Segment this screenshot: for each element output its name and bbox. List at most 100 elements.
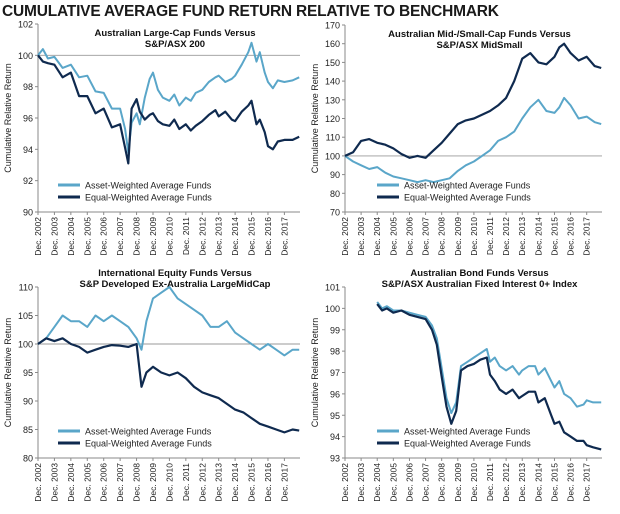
x-tick-label: Dec. 2006: [99, 463, 109, 502]
x-tick-label: Dec. 2012: [501, 217, 511, 256]
x-tick-label: Dec. 2012: [197, 217, 207, 256]
x-tick-label: Dec. 2014: [533, 463, 543, 502]
x-tick-label: Dec. 2003: [356, 217, 366, 256]
x-tick-label: Dec. 2004: [66, 217, 76, 256]
y-tick-label: 110: [19, 283, 33, 293]
x-tick-label: Dec. 2014: [533, 217, 543, 256]
y-tick-label: 96: [330, 389, 340, 399]
y-tick-label: 90: [330, 170, 340, 180]
x-tick-label: Dec. 2012: [197, 463, 207, 502]
x-tick-label: Dec. 2017: [582, 463, 592, 502]
legend-label: Equal-Weighted Average Funds: [85, 193, 212, 203]
y-tick-label: 85: [23, 425, 33, 435]
y-tick-label: 100: [18, 340, 33, 350]
legend-label: Asset-Weighted Average Funds: [404, 427, 531, 437]
x-tick-label: Dec. 2015: [549, 217, 559, 256]
chart-title-line: S&P/ASX Australian Fixed Interest 0+ Ind…: [382, 279, 578, 290]
y-tick-label: 95: [330, 411, 340, 421]
x-tick-label: Dec. 2009: [453, 217, 463, 256]
x-tick-label: Dec. 2007: [115, 217, 125, 256]
y-tick-label: 110: [326, 133, 340, 143]
series-line-asset-weighted: [376, 301, 602, 415]
y-tick-label: 100: [18, 51, 33, 61]
y-tick-label: 120: [325, 114, 340, 124]
x-tick-label: Dec. 2011: [181, 463, 191, 501]
y-tick-label: 80: [23, 454, 33, 464]
y-axis-title: Cumulative Relative Return: [3, 63, 13, 173]
x-tick-label: Dec. 2011: [485, 463, 495, 501]
series-line-asset-weighted: [344, 96, 602, 184]
chart-title-line: S&P Developed Ex-Australia LargeMidCap: [80, 279, 271, 290]
x-tick-label: Dec. 2013: [214, 463, 224, 502]
x-tick-label: Dec. 2003: [49, 217, 59, 256]
y-tick-label: 98: [330, 347, 340, 357]
x-tick-label: Dec. 2002: [340, 217, 350, 256]
x-tick-label: Dec. 2012: [501, 463, 511, 502]
x-tick-label: Dec. 2005: [388, 217, 398, 256]
x-tick-label: Dec. 2004: [372, 463, 382, 502]
y-tick-label: 105: [18, 311, 33, 321]
y-tick-label: 95: [23, 368, 33, 378]
chart-title-line: Australian Bond Funds Versus: [410, 268, 548, 279]
x-tick-label: Dec. 2017: [582, 217, 592, 256]
chart-title-line: International Equity Funds Versus: [98, 268, 252, 279]
x-tick-label: Dec. 2004: [372, 217, 382, 256]
x-tick-label: Dec. 2013: [214, 217, 224, 256]
y-tick-label: 92: [23, 176, 33, 186]
series-line-equal-weighted: [37, 337, 300, 434]
y-axis-title: Cumulative Relative Return: [3, 318, 13, 428]
x-tick-label: Dec. 2003: [356, 463, 366, 502]
chart-panel-1: Australian Large-Cap Funds VersusS&P/ASX…: [3, 20, 300, 256]
y-tick-label: 100: [325, 304, 340, 314]
y-tick-label: 94: [23, 145, 33, 155]
y-tick-label: 99: [330, 325, 340, 335]
x-tick-label: Dec. 2005: [388, 463, 398, 502]
x-tick-label: Dec. 2017: [279, 463, 289, 502]
x-tick-label: Dec. 2016: [263, 217, 273, 256]
y-tick-label: 80: [330, 189, 340, 199]
y-axis-title: Cumulative Relative Return: [310, 64, 320, 174]
x-tick-label: Dec. 2013: [517, 463, 527, 502]
x-tick-label: Dec. 2006: [404, 217, 414, 256]
x-tick-label: Dec. 2005: [82, 217, 92, 256]
x-tick-label: Dec. 2008: [437, 463, 447, 502]
x-tick-label: Dec. 2002: [33, 463, 43, 502]
chart-title-line: S&P/ASX 200: [145, 39, 205, 50]
y-tick-label: 140: [325, 77, 340, 87]
x-tick-label: Dec. 2009: [148, 463, 158, 502]
x-tick-label: Dec. 2016: [566, 217, 576, 256]
x-tick-label: Dec. 2006: [404, 463, 414, 502]
x-tick-label: Dec. 2011: [181, 217, 191, 255]
legend-label: Equal-Weighted Average Funds: [404, 193, 531, 203]
x-tick-label: Dec. 2011: [485, 217, 495, 255]
x-tick-label: Dec. 2009: [148, 217, 158, 256]
y-tick-label: 97: [330, 368, 340, 378]
series-line-equal-weighted: [376, 303, 602, 451]
y-tick-label: 102: [18, 20, 33, 30]
chart-title-line: S&P/ASX MidSmall: [436, 40, 522, 51]
y-tick-label: 170: [325, 21, 340, 31]
legend-label: Equal-Weighted Average Funds: [85, 439, 212, 449]
x-tick-label: Dec. 2008: [437, 217, 447, 256]
x-tick-label: Dec. 2014: [230, 463, 240, 502]
x-tick-label: Dec. 2007: [421, 463, 431, 502]
chart-panel-2: Australian Mid-/Small-Cap Funds VersusS&…: [310, 21, 602, 256]
x-tick-label: Dec. 2013: [517, 217, 527, 256]
x-tick-label: Dec. 2008: [132, 217, 142, 256]
legend-label: Asset-Weighted Average Funds: [85, 427, 212, 437]
y-axis-title: Cumulative Relative Return: [310, 318, 320, 428]
legend-label: Equal-Weighted Average Funds: [404, 439, 531, 449]
y-tick-label: 96: [23, 114, 33, 124]
x-tick-label: Dec. 2015: [549, 463, 559, 502]
x-tick-label: Dec. 2002: [33, 217, 43, 256]
y-tick-label: 93: [330, 454, 340, 464]
y-tick-label: 100: [325, 151, 340, 161]
x-tick-label: Dec. 2010: [469, 217, 479, 256]
series-line-asset-weighted: [37, 41, 300, 154]
x-tick-label: Dec. 2008: [132, 463, 142, 502]
series-line-equal-weighted: [37, 54, 300, 165]
y-tick-label: 90: [23, 208, 33, 218]
